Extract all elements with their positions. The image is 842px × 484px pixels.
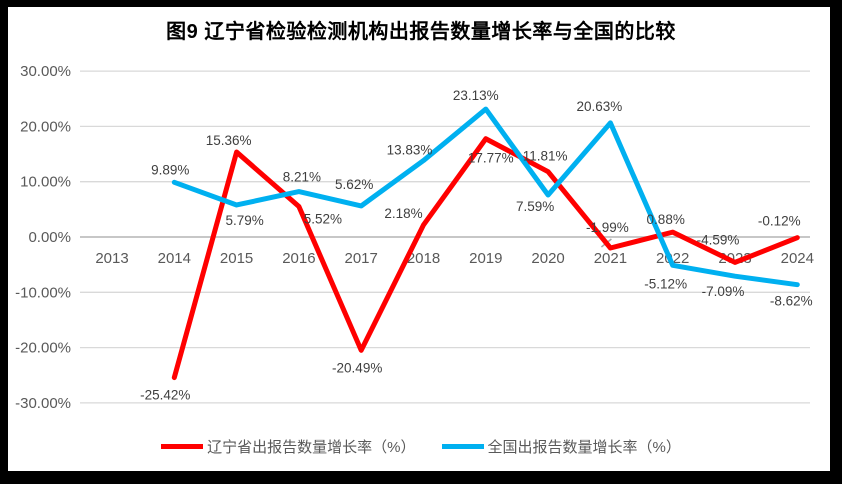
x-axis-tick-label: 2015 [220,250,253,267]
y-axis-tick-label: -10.00% [15,284,71,301]
data-label-liaoning: 17.77% [468,151,514,166]
x-axis-tick-label: 2018 [407,250,440,267]
legend-label-liaoning: 辽宁省出报告数量增长率（%） [207,439,416,456]
data-label-national: 23.13% [453,88,499,103]
legend-item-national: 全国出报告数量增长率（%） [441,436,681,457]
x-axis-tick-label: 2013 [95,250,128,267]
legend-swatch-national-icon [441,444,484,449]
series-line-national [171,106,800,288]
y-axis-tick-label: 10.00% [20,174,71,191]
data-label-liaoning: -0.12% [758,214,801,229]
x-axis-tick-label: 2017 [345,250,378,267]
data-label-national: 5.62% [335,177,373,192]
data-label-liaoning: 5.52% [304,211,342,226]
data-label-liaoning: -20.49% [332,360,382,375]
x-axis-tick-label: 2024 [781,250,814,267]
data-label-liaoning: 11.81% [523,149,568,164]
y-axis-tick-label: 30.00% [20,63,71,80]
data-label-national: 8.21% [283,170,321,185]
data-label-liaoning: -4.59% [697,232,740,247]
data-label-national: -8.62% [770,294,813,309]
data-label-national: 7.59% [516,199,554,214]
y-axis-tick-label: 20.00% [20,118,71,135]
data-label-liaoning: -1.99% [586,220,629,235]
data-label-liaoning: 15.36% [206,133,252,148]
data-label-national: -5.12% [644,276,687,291]
legend-swatch-liaoning-icon [161,444,204,449]
data-label-liaoning: 2.18% [384,206,422,221]
data-label-national: -7.09% [702,284,745,299]
data-label-national: 5.79% [225,213,263,228]
y-axis-tick-label: -30.00% [15,395,71,412]
y-axis-tick-label: 0.00% [28,229,71,246]
legend-label-national: 全国出报告数量增长率（%） [487,439,681,456]
legend-item-liaoning: 辽宁省出报告数量增长率（%） [161,436,416,457]
x-axis-tick-label: 2023 [718,250,751,267]
x-axis-tick-label: 2020 [531,250,564,267]
series-line-liaoning [171,136,800,381]
x-axis-tick-label: 2021 [594,250,627,267]
chart-title: 图9 辽宁省检验检测机构出报告数量增长率与全国的比较 [166,21,676,43]
x-axis-tick-label: 2014 [158,250,191,267]
x-axis-tick-label: 2022 [656,250,689,267]
data-label-national: 13.83% [387,143,433,158]
data-label-national: 20.63% [577,99,623,114]
data-label-liaoning: 0.88% [647,212,685,227]
x-axis-tick-label: 2019 [469,250,502,267]
chart-legend: 辽宁省出报告数量增长率（%） 全国出报告数量增长率（%） [0,436,842,457]
y-axis-tick-label: -20.00% [15,340,71,357]
data-label-liaoning: -25.42% [140,388,190,403]
data-label-national: 9.89% [151,162,189,177]
x-axis-tick-label: 2016 [282,250,315,267]
